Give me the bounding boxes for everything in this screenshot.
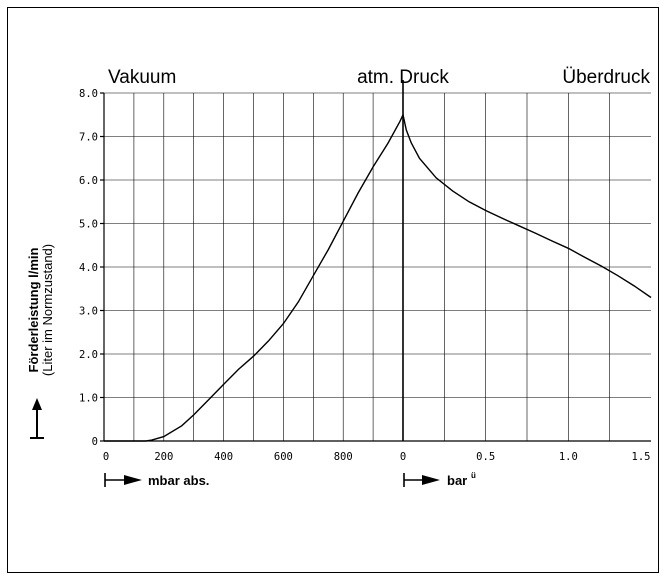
x-tick-label-vacuum: 0 [103,451,109,463]
region-label-vacuum: Vakuum [108,67,176,88]
y-tick-label: 4.0 [79,262,98,274]
bar-arrow-icon [403,473,440,487]
pressure-unit-label: bar [447,473,467,488]
curve-overpressure [402,114,652,299]
curve-vacuum [104,114,404,442]
axes [100,80,651,442]
y-tick-label: 5.0 [79,219,98,231]
y-tick-labels: 0 1.0 2.0 3.0 4.0 5.0 6.0 7.0 8.0 [79,88,98,448]
vacuum-unit-label: mbar abs. [148,473,209,488]
y-axis-label: Förderleistung l/min [26,247,41,372]
x-tick-labels: 0 200 400 600 800 0 0.5 1.0 1.5 [103,451,651,463]
y-tick-label: 6.0 [79,175,98,187]
y-tick-label: 7.0 [79,132,98,144]
x-tick-label-vacuum: 0 [400,451,406,463]
x-tick-label-vacuum: 800 [334,451,353,463]
y-tick-label: 2.0 [79,349,98,361]
x-tick-label-vacuum: 400 [214,451,233,463]
curves [104,114,652,442]
grid [104,92,651,441]
x-tick-label-vacuum: 200 [154,451,173,463]
x-tick-label-pressure: 1.0 [559,451,578,463]
x-tick-label-vacuum: 600 [274,451,293,463]
y-tick-label: 1.0 [79,393,98,405]
y-axis-label-group: Förderleistung l/min (Liter im Normzusta… [26,244,55,376]
figure-frame [7,7,659,573]
x-tick-label-pressure: 1.5 [632,451,651,463]
mbar-arrow-icon [104,473,142,487]
region-label-atm: atm. Druck [357,67,449,88]
y-arrow-icon [30,398,44,439]
y-tick-label: 0 [92,436,98,448]
y-tick-label: 8.0 [79,88,98,100]
pressure-unit-sup: ü [471,471,476,480]
y-tick-label: 3.0 [79,306,98,318]
y-axis-sublabel: (Liter im Normzustand) [40,244,55,376]
region-label-overpressure: Überdruck [562,67,650,88]
x-tick-label-pressure: 0.5 [476,451,495,463]
